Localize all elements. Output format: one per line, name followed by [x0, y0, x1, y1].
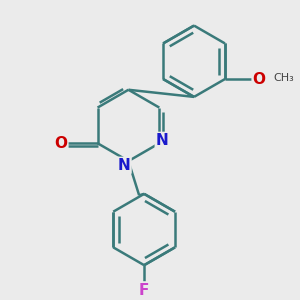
Text: CH₃: CH₃	[273, 74, 294, 83]
Text: O: O	[54, 136, 67, 151]
Text: N: N	[118, 158, 130, 173]
Text: O: O	[253, 72, 266, 87]
Text: F: F	[139, 283, 149, 298]
Text: N: N	[156, 133, 169, 148]
